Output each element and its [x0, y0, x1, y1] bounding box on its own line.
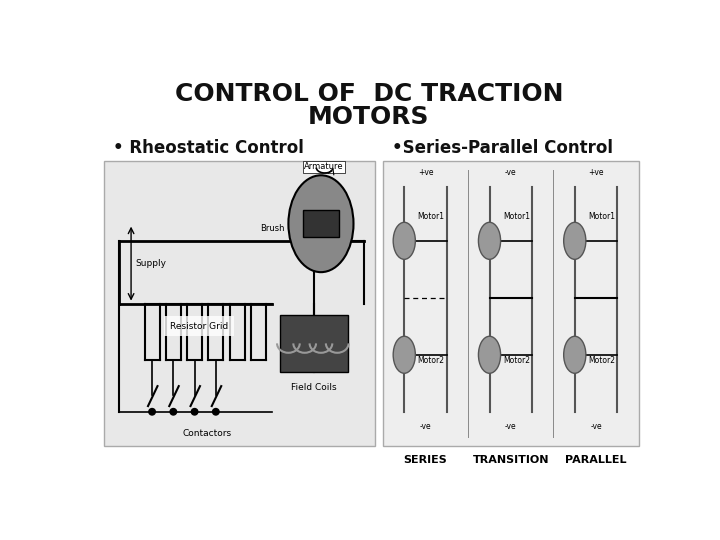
Text: •Series-Parallel Control: •Series-Parallel Control — [392, 139, 613, 157]
Text: Brush: Brush — [260, 224, 284, 233]
Text: -ve: -ve — [505, 168, 517, 177]
Ellipse shape — [289, 176, 354, 272]
Text: -ve: -ve — [420, 422, 431, 430]
Bar — [303, 211, 339, 237]
Text: CONTROL OF  DC TRACTION: CONTROL OF DC TRACTION — [175, 82, 563, 106]
Text: PARALLEL: PARALLEL — [565, 455, 627, 465]
Circle shape — [149, 409, 156, 415]
Text: +ve: +ve — [588, 168, 604, 177]
Bar — [280, 315, 348, 372]
Text: Motor2: Motor2 — [588, 356, 615, 366]
Text: SERIES: SERIES — [404, 455, 447, 465]
Text: Armature: Armature — [305, 163, 344, 171]
Text: -ve: -ve — [590, 422, 602, 430]
Ellipse shape — [393, 336, 415, 373]
Ellipse shape — [478, 336, 500, 373]
Circle shape — [212, 409, 219, 415]
Ellipse shape — [564, 336, 586, 373]
Circle shape — [192, 409, 198, 415]
Text: Field Coils: Field Coils — [292, 383, 337, 391]
Text: +ve: +ve — [418, 168, 433, 177]
Text: Motor2: Motor2 — [418, 356, 445, 366]
Text: -ve: -ve — [505, 422, 517, 430]
Text: Motor1: Motor1 — [418, 212, 445, 221]
Ellipse shape — [564, 222, 586, 259]
Text: Contactors: Contactors — [182, 429, 232, 437]
Text: Motor1: Motor1 — [503, 212, 530, 221]
Ellipse shape — [478, 222, 500, 259]
Text: Resistor Grid: Resistor Grid — [170, 322, 228, 331]
Text: MOTORS: MOTORS — [308, 105, 430, 129]
Text: • Rheostatic Control: • Rheostatic Control — [113, 139, 304, 157]
Text: TRANSITION: TRANSITION — [472, 455, 549, 465]
Text: Motor1: Motor1 — [588, 212, 615, 221]
Circle shape — [170, 409, 176, 415]
Text: Motor2: Motor2 — [503, 356, 530, 366]
Text: Supply: Supply — [135, 259, 166, 268]
Bar — [383, 161, 639, 446]
Bar — [104, 161, 375, 446]
Ellipse shape — [393, 222, 415, 259]
